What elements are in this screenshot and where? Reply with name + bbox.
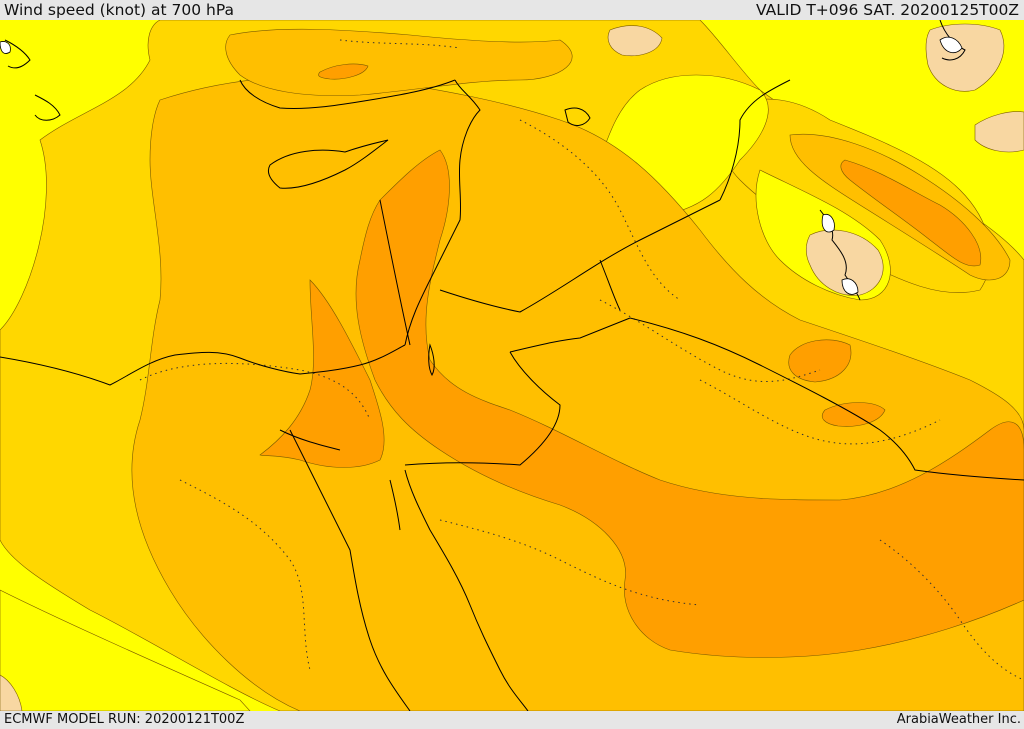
wind-band-level-5 [607,25,663,57]
wind-band-level-5 [805,229,884,296]
wind-speed-map[interactable] [0,20,1024,711]
wind-band-level-4 [840,159,982,267]
wind-band-level-4 [318,63,369,80]
wind-band-level-4 [259,279,385,468]
isotach-dotted-lines [139,39,1024,681]
wind-band-level-3 [225,28,573,96]
wind-band-level-4 [788,339,852,383]
model-run: ECMWF MODEL RUN: 20200121T00Z [4,712,245,727]
map-footer: ECMWF MODEL RUN: 20200121T00Z ArabiaWeat… [0,711,1024,729]
wind-band-level-5 [974,111,1024,153]
valid-time: VALID T+096 SAT. 20200125T00Z [756,1,1019,19]
map-header: Wind speed (knot) at 700 hPa VALID T+096… [0,0,1024,20]
coastlines-and-borders [0,20,1024,711]
wind-band-level-4 [355,149,1024,658]
terrain-mask [0,36,963,295]
map-title: Wind speed (knot) at 700 hPa [4,1,235,19]
credit-text: ArabiaWeather Inc. [896,712,1021,727]
wind-band-level-1 [0,589,251,711]
wind-band-level-5 [0,674,23,711]
